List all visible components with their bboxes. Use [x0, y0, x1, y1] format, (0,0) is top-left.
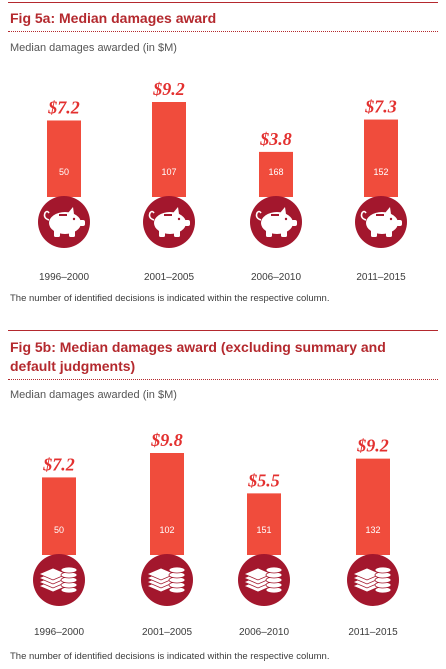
fig5a-top-rule [8, 2, 438, 3]
value-label: $9.2 [356, 436, 389, 456]
fig5b-chart: $7.2 50 1996–2000 $9.8 102 2001–2005 $5.5 151 20… [33, 430, 399, 638]
fig5b-title: Fig 5b: Median damages award (excluding … [10, 339, 386, 374]
fig5a-dotted-rule [8, 31, 438, 32]
category-label: 1996–2000 [39, 272, 89, 283]
decision-count-label: 102 [159, 525, 174, 535]
cash-and-coins-icon [351, 566, 392, 594]
category-label: 2011–2015 [348, 627, 398, 638]
bar [42, 477, 76, 555]
fig5a-note: The number of identified decisions is in… [10, 293, 330, 304]
bar [364, 119, 398, 197]
bar-group: $7.2 50 1996–2000 [38, 97, 90, 283]
value-label: $7.2 [47, 97, 80, 117]
piggy-bank-icon [360, 207, 402, 237]
fig5a-subtitle: Median damages awarded (in $M) [10, 42, 177, 54]
decision-count-label: 50 [54, 525, 64, 535]
fig5a-chart: $7.2 50 1996–2000 $9.2 107 2001–2005 $3.8 168 20… [38, 79, 407, 283]
piggy-bank-icon [255, 207, 297, 237]
category-label: 2001–2005 [144, 272, 194, 283]
fig5b-dotted-rule [8, 379, 438, 380]
cash-and-coins-icon [145, 566, 186, 594]
bar-group: $9.2 107 2001–2005 [143, 79, 195, 283]
bar-group: $9.8 102 2001–2005 [141, 430, 193, 638]
decision-count-label: 107 [161, 167, 176, 177]
piggy-bank-icon [148, 207, 190, 237]
fig5a-title: Fig 5a: Median damages award [10, 10, 217, 26]
bar [47, 120, 81, 197]
bar [247, 493, 281, 555]
value-label: $3.8 [259, 129, 292, 149]
decision-count-label: 50 [59, 167, 69, 177]
bar-group: $7.2 50 1996–2000 [33, 454, 85, 638]
bar [259, 151, 293, 197]
value-label: $7.2 [42, 454, 75, 474]
bar-group: $9.2 132 2011–2015 [347, 436, 399, 638]
decision-count-label: 151 [256, 525, 271, 535]
decision-count-label: 152 [373, 167, 388, 177]
cash-and-coins-icon [242, 566, 283, 594]
category-label: 2001–2005 [142, 627, 192, 638]
decision-count-label: 168 [268, 167, 283, 177]
bar [356, 458, 390, 555]
decision-count-label: 132 [365, 525, 380, 535]
bar [152, 102, 186, 197]
category-label: 1996–2000 [34, 627, 84, 638]
category-label: 2006–2010 [251, 272, 301, 283]
category-label: 2011–2015 [356, 272, 406, 283]
cash-and-coins-icon [37, 566, 78, 594]
piggy-bank-icon [43, 207, 85, 237]
category-label: 2006–2010 [239, 627, 289, 638]
bar [150, 453, 184, 555]
fig5b-top-rule [8, 330, 438, 331]
value-label: $9.8 [150, 430, 183, 450]
fig5b-note: The number of identified decisions is in… [10, 651, 330, 662]
bar-group: $7.3 152 2011–2015 [355, 97, 407, 283]
fig5b-subtitle: Median damages awarded (in $M) [10, 389, 177, 401]
bar-group: $5.5 151 2006–2010 [238, 470, 290, 638]
value-label: $7.3 [364, 97, 397, 117]
value-label: $5.5 [247, 470, 280, 490]
value-label: $9.2 [152, 79, 185, 99]
bar-group: $3.8 168 2006–2010 [250, 129, 302, 283]
